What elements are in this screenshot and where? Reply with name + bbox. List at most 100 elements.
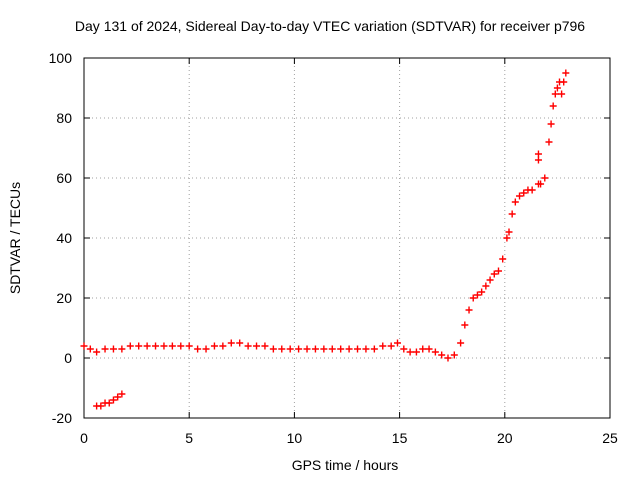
data-point [109, 396, 117, 404]
data-point [534, 156, 542, 164]
data-point [528, 186, 536, 194]
data-point [320, 345, 328, 353]
plot-frame [83, 57, 611, 419]
data-point [261, 342, 269, 350]
y-tick-label: 80 [56, 110, 72, 126]
data-point [425, 345, 433, 353]
data-point [354, 345, 362, 353]
data-point [482, 282, 490, 290]
data-point [551, 90, 559, 98]
data-point [114, 393, 122, 401]
data-point [101, 345, 109, 353]
y-axis-label: SDTVAR / TECUs [7, 182, 23, 294]
data-point [295, 345, 303, 353]
data-point [152, 342, 160, 350]
data-point [511, 198, 519, 206]
data-point [236, 339, 244, 347]
data-point [450, 351, 458, 359]
data-point [135, 342, 143, 350]
data-point [438, 351, 446, 359]
data-point [93, 348, 101, 356]
x-tick-label: 15 [392, 430, 408, 446]
data-point [387, 342, 395, 350]
data-point [370, 345, 378, 353]
data-point [393, 339, 401, 347]
data-point [478, 288, 486, 296]
data-point [185, 342, 193, 350]
data-point [105, 399, 113, 407]
data-point [379, 342, 387, 350]
data-point [303, 345, 311, 353]
data-point [269, 345, 277, 353]
data-point [194, 345, 202, 353]
data-point [486, 276, 494, 284]
data-point [118, 390, 126, 398]
y-tick-label: 20 [56, 290, 72, 306]
data-point [80, 342, 88, 350]
data-point [97, 402, 105, 410]
data-point [549, 102, 557, 110]
x-axis-label: GPS time / hours [292, 457, 399, 473]
data-series [80, 69, 570, 410]
data-point [143, 342, 151, 350]
data-point [562, 69, 570, 77]
data-point [118, 345, 126, 353]
data-point [400, 345, 408, 353]
y-tick-label: 100 [49, 50, 73, 66]
data-point [469, 294, 477, 302]
data-point [560, 78, 568, 86]
data-point [541, 174, 549, 182]
x-tick-label: 25 [602, 430, 618, 446]
data-point [406, 348, 414, 356]
data-point [537, 180, 545, 188]
data-point [412, 348, 420, 356]
data-point [253, 342, 261, 350]
data-point [505, 228, 513, 236]
data-point [490, 270, 498, 278]
data-point [508, 210, 516, 218]
data-point [311, 345, 319, 353]
data-point [419, 345, 427, 353]
data-point [219, 342, 227, 350]
y-tick-label: 0 [64, 350, 72, 366]
data-point [109, 345, 117, 353]
chart-title: Day 131 of 2024, Sidereal Day-to-day VTE… [75, 18, 585, 34]
x-tick-label: 5 [185, 430, 193, 446]
x-tick-label: 20 [497, 430, 513, 446]
data-point [516, 192, 524, 200]
data-point [362, 345, 370, 353]
data-point [177, 342, 185, 350]
y-tick-label: 60 [56, 170, 72, 186]
data-point [337, 345, 345, 353]
data-point [328, 345, 336, 353]
data-point [210, 342, 218, 350]
data-point [457, 339, 465, 347]
data-point [520, 189, 528, 197]
data-point [160, 342, 168, 350]
data-point [126, 342, 134, 350]
data-point [444, 354, 452, 362]
data-point [244, 342, 252, 350]
y-tick-label: -20 [52, 410, 72, 426]
axis-ticks: 0 5 10 15 20 25 -20 0 20 40 60 80 100 [49, 50, 618, 446]
data-point [499, 255, 507, 263]
x-tick-label: 0 [80, 430, 88, 446]
data-point [494, 267, 502, 275]
data-point [431, 348, 439, 356]
data-point [553, 84, 561, 92]
data-point [503, 234, 511, 242]
data-point [545, 138, 553, 146]
grid [84, 58, 610, 418]
data-point [473, 291, 481, 299]
data-point [86, 345, 94, 353]
data-point [278, 345, 286, 353]
data-point [547, 120, 555, 128]
data-point [558, 90, 566, 98]
data-point [202, 345, 210, 353]
data-point [286, 345, 294, 353]
data-point [168, 342, 176, 350]
data-point [465, 306, 473, 314]
data-point [227, 339, 235, 347]
y-tick-label: 40 [56, 230, 72, 246]
